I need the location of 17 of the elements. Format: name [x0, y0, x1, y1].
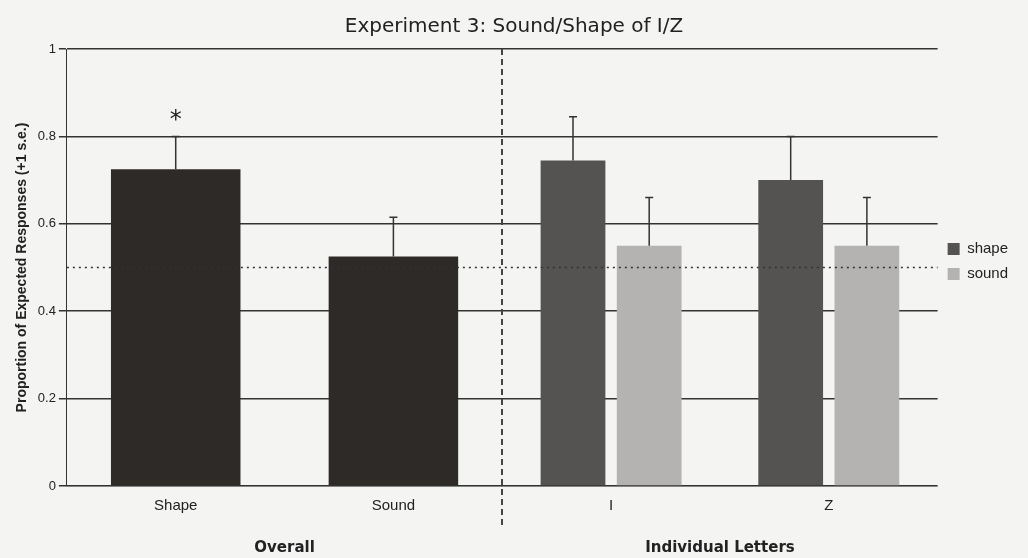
y-tick-label: 0.4	[37, 302, 56, 318]
x-tick-label: Z	[824, 496, 834, 514]
legend-label: shape	[967, 239, 1009, 257]
y-tick-label: 0.2	[37, 390, 56, 406]
text: Overall	[254, 537, 315, 556]
x-tick-label: Shape	[154, 496, 198, 514]
legend-label: sound	[967, 264, 1009, 282]
y-tick-label: 0.6	[37, 215, 56, 231]
y-tick-label: 0.8	[37, 127, 56, 143]
chart-title: Experiment 3: Sound/Shape of I/Z	[344, 13, 684, 38]
x-tick-label: I	[609, 496, 614, 514]
y-tick-label: 1	[48, 40, 56, 56]
y-axis-title: Proportion of Expected Responses (+1 s.e.)	[13, 122, 30, 413]
x-tick-label: Sound	[371, 496, 416, 514]
y-tick-label: 0	[48, 477, 56, 493]
text: Individual Letters	[645, 537, 795, 556]
annotation: *	[169, 104, 182, 133]
